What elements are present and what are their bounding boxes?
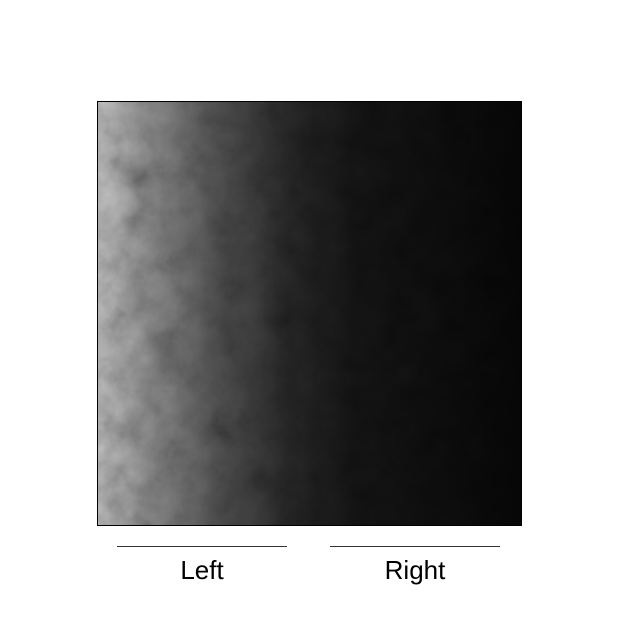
- noise-highlight: [98, 102, 521, 525]
- right-region-line: [330, 546, 500, 547]
- right-label: Right: [384, 555, 446, 585]
- noise-gradient-svg: [98, 102, 521, 525]
- noise-gradient-image: [97, 101, 522, 526]
- left-region-line: [117, 546, 287, 547]
- left-label: Left: [180, 555, 224, 585]
